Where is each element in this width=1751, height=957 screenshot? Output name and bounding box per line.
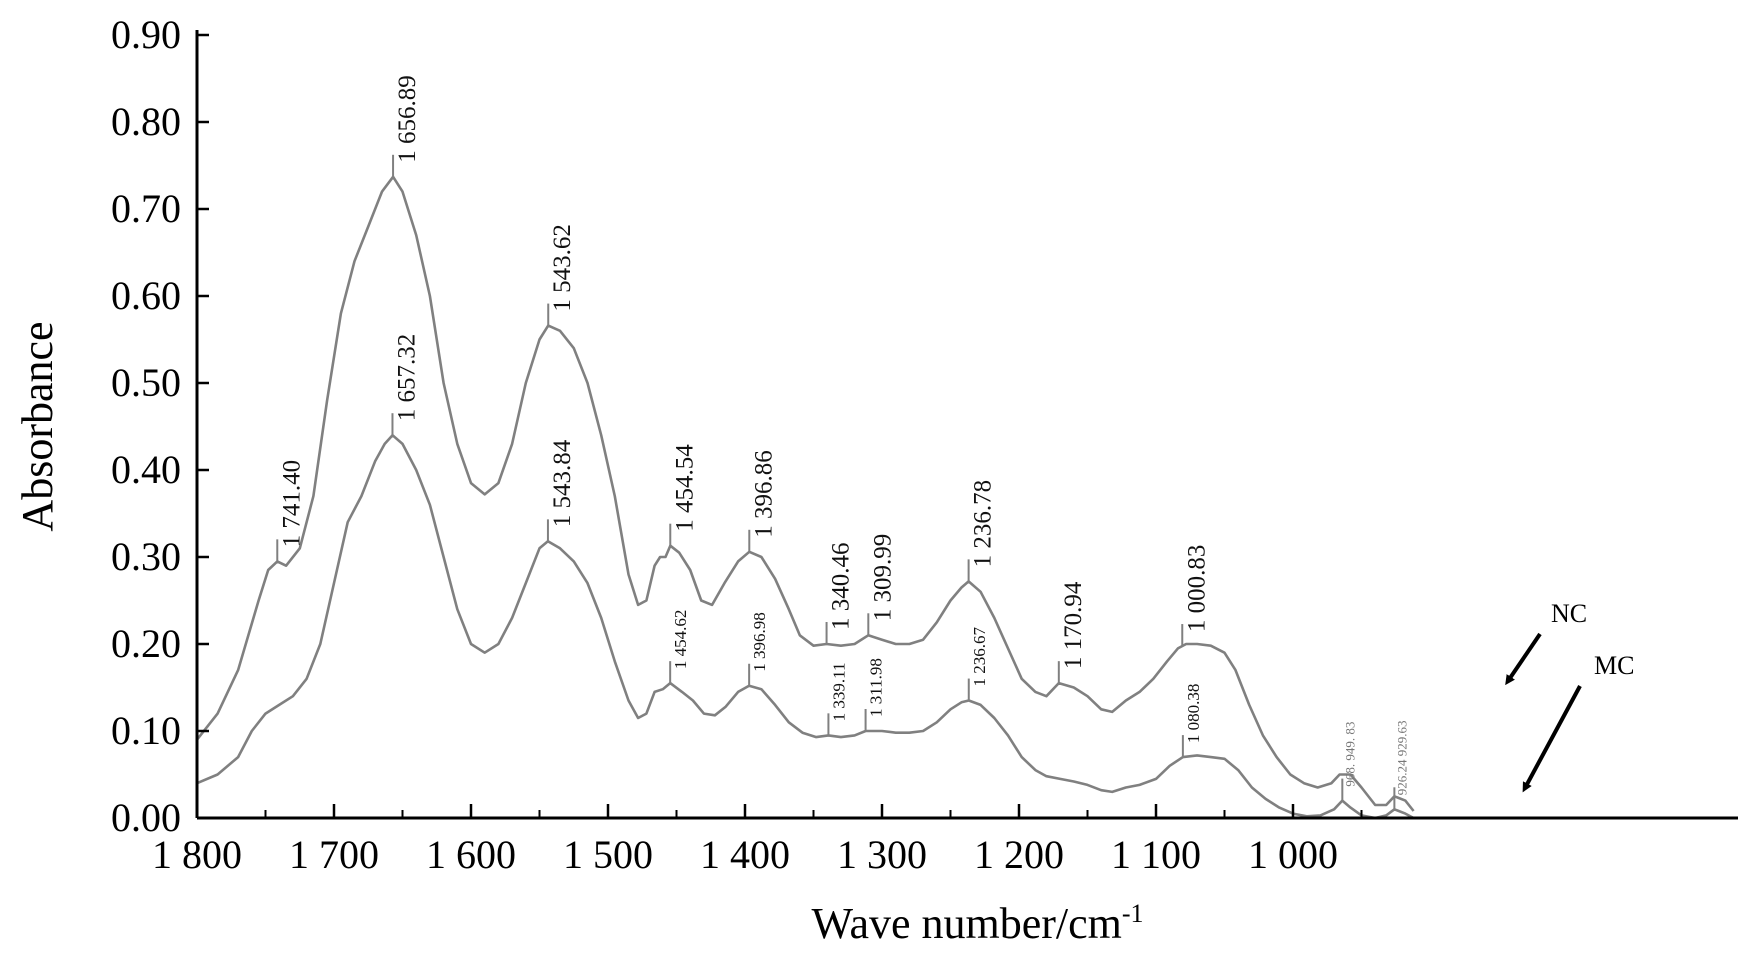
axes: 0.00 0.10 0.20 0.30 0.40 0.50 0.60 0.70 0.80 0.90… — [111, 12, 1738, 877]
peak-label: 1 170.94 — [1060, 581, 1087, 669]
series-label-mc: MC — [1594, 651, 1634, 680]
peak-label: 1 236.67 — [970, 627, 989, 687]
peak-label: 1 396.86 — [750, 450, 777, 538]
x-tick-label: 1 200 — [974, 832, 1064, 877]
y-tick-label: 0.10 — [111, 708, 181, 753]
peak-label: 1 000.83 — [1183, 545, 1210, 633]
y-tick-label: 0.20 — [111, 621, 181, 666]
x-tick-label: 1 300 — [837, 832, 927, 877]
peak-label: 1 657.32 — [394, 334, 421, 422]
y-tick-label: 0.90 — [111, 12, 181, 57]
peak-label: 1 311.98 — [867, 658, 886, 717]
series-label-nc: NC — [1551, 599, 1587, 628]
series-line-nc — [195, 175, 1415, 812]
peak-label: 1 339.11 — [829, 663, 848, 722]
x-tick-label: 1 500 — [563, 832, 653, 877]
y-tick-label: 0.30 — [111, 534, 181, 579]
peak-label: 1 309.99 — [869, 534, 896, 622]
y-tick-label: 0.80 — [111, 99, 181, 144]
x-tick-label: 1 800 — [152, 832, 242, 877]
peak-label: 1 080.38 — [1184, 684, 1203, 744]
peak-label: 968. 949. 83 — [1342, 722, 1357, 787]
x-tick-label: 1 600 — [426, 832, 516, 877]
peak-label: 1 340.46 — [828, 543, 855, 631]
peak-label: 1 454.62 — [671, 610, 690, 670]
peak-label: 1 741.40 — [278, 460, 305, 548]
x-tick-label: 1 400 — [700, 832, 790, 877]
y-tick-label: 0.40 — [111, 447, 181, 492]
arrow-mc — [1522, 685, 1582, 793]
plot-area: 1 741.40 1 656.89 1 543.62 1 454.54 1 396.86… — [195, 75, 1415, 820]
series-line-mc — [196, 433, 1415, 820]
peak-label: 1 396.98 — [750, 612, 769, 672]
arrow-nc — [1505, 632, 1542, 686]
peak-label: 1 656.89 — [394, 75, 421, 163]
peak-label: 1 543.84 — [549, 439, 576, 527]
y-tick-label: 0.00 — [111, 795, 181, 840]
peak-label: 1 454.54 — [671, 444, 698, 532]
x-tick-label: 1 700 — [289, 832, 379, 877]
y-axis-title: Absorbance — [13, 321, 62, 531]
peak-label: 926.24 929.63 — [1394, 721, 1409, 796]
peak-label: 1 236.78 — [970, 480, 997, 568]
x-tick-label: 1 000 — [1248, 832, 1338, 877]
y-tick-label: 0.50 — [111, 360, 181, 405]
x-axis-title: Wave number/cm-1 — [811, 899, 1143, 948]
y-tick-label: 0.60 — [111, 273, 181, 318]
peak-label: 1 543.62 — [549, 224, 576, 312]
x-tick-label: 1 100 — [1111, 832, 1201, 877]
y-tick-label: 0.70 — [111, 186, 181, 231]
